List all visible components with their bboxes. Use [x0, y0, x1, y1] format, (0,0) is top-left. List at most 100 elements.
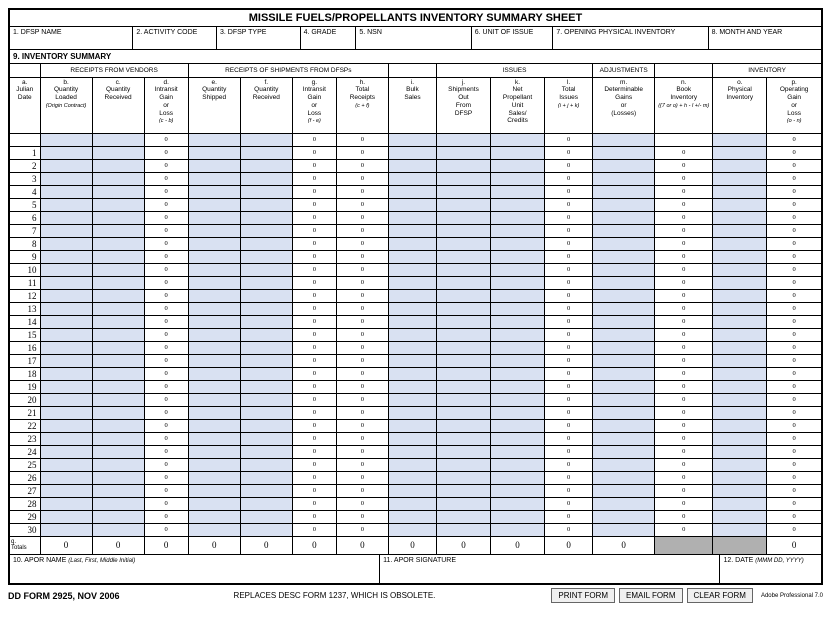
cell[interactable]: 26	[10, 471, 40, 484]
cell[interactable]	[188, 471, 240, 484]
cell[interactable]: 0	[336, 185, 388, 198]
cell[interactable]: 0	[336, 471, 388, 484]
header-field[interactable]: 8. MONTH AND YEAR	[709, 27, 821, 49]
cell[interactable]: 0	[292, 380, 336, 393]
cell[interactable]: 0	[767, 159, 821, 172]
cell[interactable]: 0	[336, 302, 388, 315]
cell[interactable]	[436, 289, 490, 302]
cell[interactable]	[388, 172, 436, 185]
cell[interactable]	[436, 211, 490, 224]
cell[interactable]	[436, 237, 490, 250]
cell[interactable]	[188, 510, 240, 523]
cell[interactable]	[388, 471, 436, 484]
cell[interactable]	[655, 133, 713, 146]
cell[interactable]	[593, 250, 655, 263]
cell[interactable]	[40, 367, 92, 380]
cell[interactable]	[436, 328, 490, 341]
cell[interactable]	[40, 289, 92, 302]
cell[interactable]	[713, 289, 767, 302]
cell[interactable]	[240, 471, 292, 484]
cell[interactable]: 0	[292, 250, 336, 263]
cell[interactable]: 0	[292, 458, 336, 471]
cell[interactable]: 17	[10, 354, 40, 367]
cell[interactable]: 0	[545, 432, 593, 445]
cell[interactable]: 0	[767, 419, 821, 432]
cell[interactable]: 0	[545, 250, 593, 263]
cell[interactable]	[713, 471, 767, 484]
cell[interactable]	[40, 380, 92, 393]
cell[interactable]	[388, 419, 436, 432]
cell[interactable]	[436, 276, 490, 289]
cell[interactable]	[92, 471, 144, 484]
cell[interactable]: 0	[336, 445, 388, 458]
cell[interactable]: 0	[655, 198, 713, 211]
cell[interactable]	[188, 289, 240, 302]
cell[interactable]: 0	[545, 328, 593, 341]
cell[interactable]	[240, 211, 292, 224]
cell[interactable]	[436, 497, 490, 510]
cell[interactable]: 29	[10, 510, 40, 523]
cell[interactable]: 0	[144, 510, 188, 523]
cell[interactable]: 0	[545, 302, 593, 315]
cell[interactable]	[40, 393, 92, 406]
cell[interactable]	[436, 198, 490, 211]
cell[interactable]	[188, 484, 240, 497]
cell[interactable]	[240, 458, 292, 471]
cell[interactable]	[436, 341, 490, 354]
cell[interactable]	[240, 510, 292, 523]
cell[interactable]	[92, 146, 144, 159]
cell[interactable]: 0	[767, 367, 821, 380]
cell[interactable]: 0	[767, 458, 821, 471]
cell[interactable]: 0	[292, 484, 336, 497]
cell[interactable]: 20	[10, 393, 40, 406]
cell[interactable]: 12	[10, 289, 40, 302]
cell[interactable]: 0	[144, 445, 188, 458]
cell[interactable]: 18	[10, 367, 40, 380]
cell[interactable]: 0	[144, 146, 188, 159]
cell[interactable]	[188, 133, 240, 146]
cell[interactable]	[593, 367, 655, 380]
cell[interactable]	[388, 185, 436, 198]
cell[interactable]	[240, 250, 292, 263]
cell[interactable]	[593, 354, 655, 367]
cell[interactable]: 0	[336, 432, 388, 445]
cell[interactable]: 0	[545, 198, 593, 211]
cell[interactable]	[436, 432, 490, 445]
cell[interactable]: 0	[292, 328, 336, 341]
cell[interactable]	[240, 198, 292, 211]
cell[interactable]: 0	[655, 159, 713, 172]
cell[interactable]: 0	[292, 276, 336, 289]
cell[interactable]: 0	[767, 341, 821, 354]
cell[interactable]	[713, 211, 767, 224]
cell[interactable]	[436, 159, 490, 172]
cell[interactable]	[188, 354, 240, 367]
cell[interactable]: 0	[655, 354, 713, 367]
cell[interactable]	[188, 445, 240, 458]
cell[interactable]	[491, 237, 545, 250]
cell[interactable]	[92, 237, 144, 250]
header-field[interactable]: 1. DFSP NAME	[10, 27, 133, 49]
header-field[interactable]: 4. GRADE	[301, 27, 357, 49]
cell[interactable]	[92, 380, 144, 393]
cell[interactable]	[388, 380, 436, 393]
cell[interactable]	[240, 237, 292, 250]
cell[interactable]	[436, 146, 490, 159]
cell[interactable]	[92, 133, 144, 146]
cell[interactable]	[436, 250, 490, 263]
cell[interactable]	[593, 198, 655, 211]
cell[interactable]	[713, 393, 767, 406]
cell[interactable]: 0	[144, 250, 188, 263]
cell[interactable]: 0	[655, 250, 713, 263]
cell[interactable]	[491, 497, 545, 510]
cell[interactable]	[436, 380, 490, 393]
cell[interactable]	[713, 328, 767, 341]
cell[interactable]: 0	[767, 393, 821, 406]
cell[interactable]	[240, 432, 292, 445]
cell[interactable]: 0	[655, 471, 713, 484]
cell[interactable]	[491, 133, 545, 146]
cell[interactable]: 0	[292, 237, 336, 250]
cell[interactable]	[188, 263, 240, 276]
cell[interactable]	[188, 224, 240, 237]
cell[interactable]: 22	[10, 419, 40, 432]
cell[interactable]: 0	[336, 510, 388, 523]
